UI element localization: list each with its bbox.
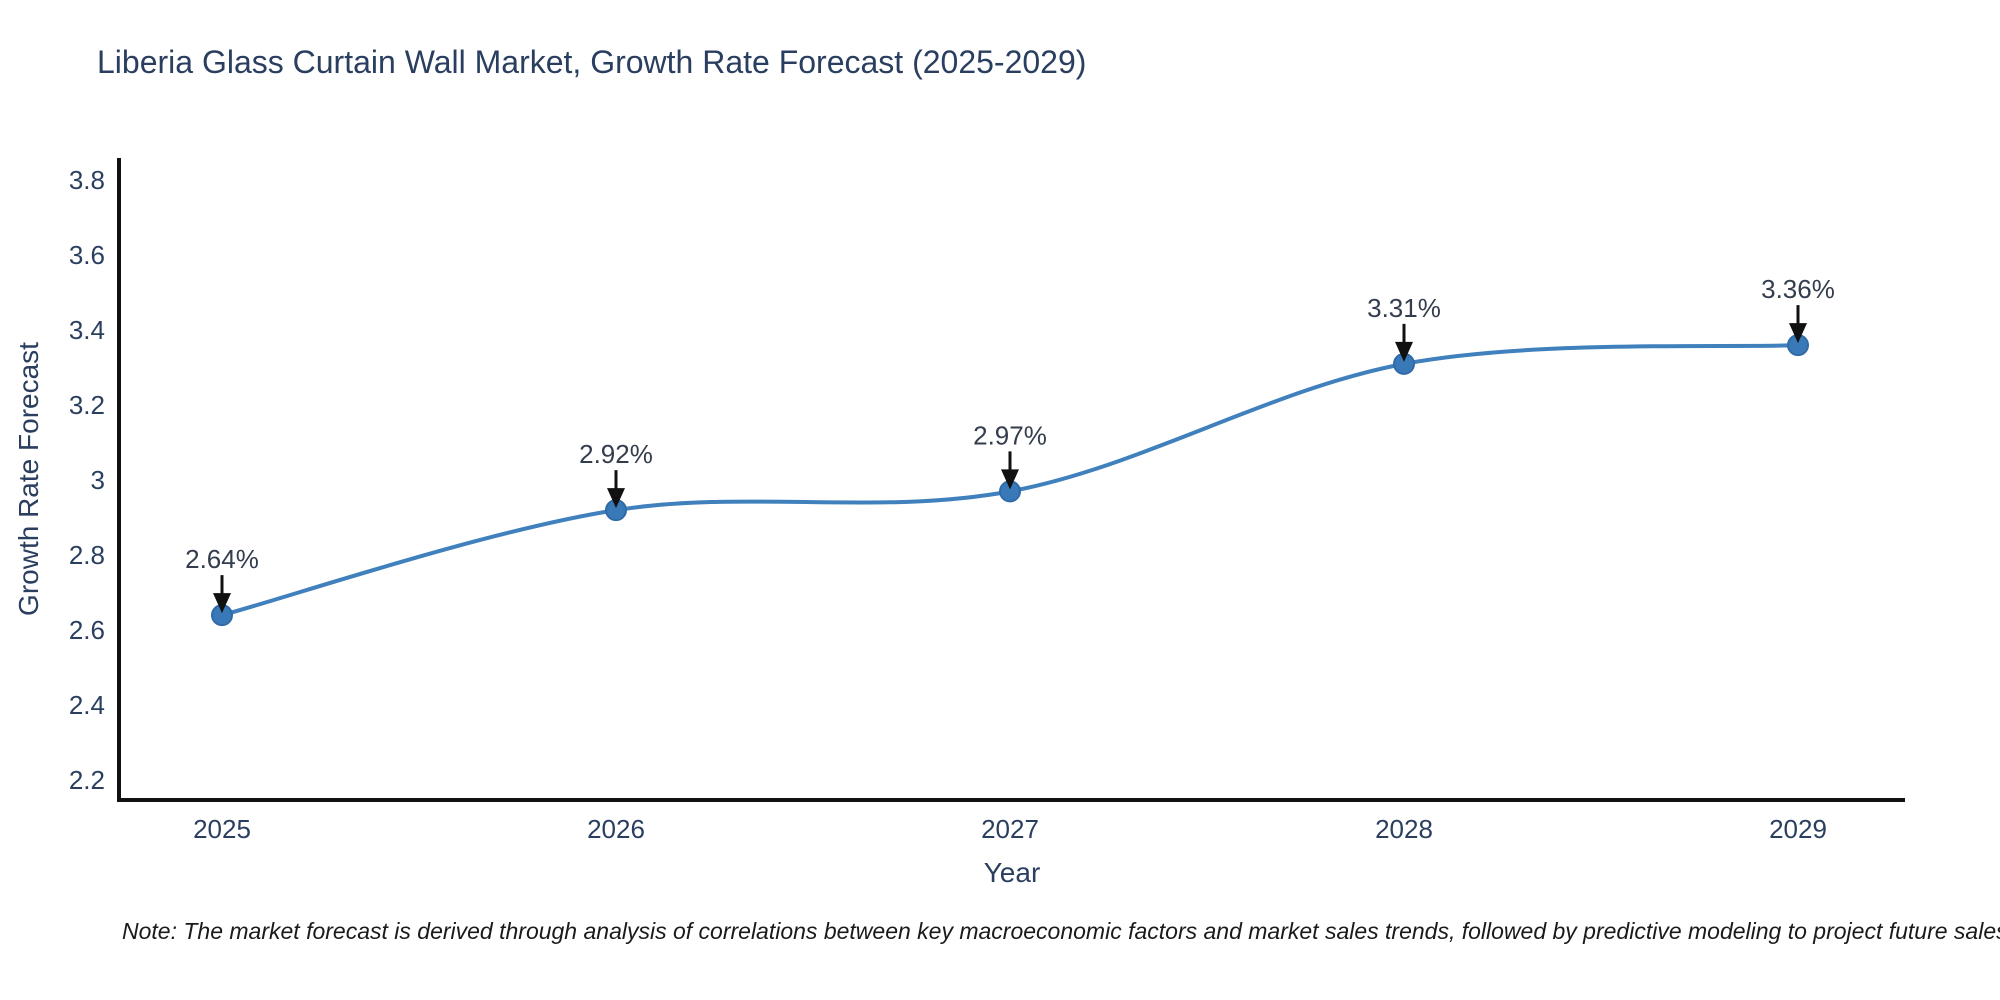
y-tick-label: 3 — [91, 465, 105, 495]
point-label: 2.64% — [185, 544, 259, 574]
x-tick-label: 2027 — [981, 814, 1039, 844]
y-tick-label: 2.8 — [69, 540, 105, 570]
point-label: 2.97% — [973, 420, 1047, 450]
y-tick-label: 2.6 — [69, 615, 105, 645]
x-tick-label: 2028 — [1375, 814, 1433, 844]
x-tick-label: 2025 — [193, 814, 251, 844]
y-tick-label: 3.2 — [69, 390, 105, 420]
x-tick-label: 2026 — [587, 814, 645, 844]
y-tick-label: 3.6 — [69, 240, 105, 270]
annotation-arrowhead-icon — [607, 488, 625, 509]
y-tick-label: 2.4 — [69, 690, 105, 720]
footnote: Note: The market forecast is derived thr… — [122, 918, 2000, 944]
annotation-arrowhead-icon — [213, 593, 231, 614]
y-tick-label: 3.4 — [69, 315, 105, 345]
annotation-arrowhead-icon — [1789, 323, 1807, 344]
annotation-arrowhead-icon — [1395, 341, 1413, 362]
point-label: 3.31% — [1367, 293, 1441, 323]
y-tick-label: 2.2 — [69, 765, 105, 795]
y-axis-title: Growth Rate Forecast — [13, 342, 44, 616]
x-axis-title: Year — [984, 857, 1041, 888]
y-tick-label: 3.8 — [69, 165, 105, 195]
chart-title: Liberia Glass Curtain Wall Market, Growt… — [97, 44, 1087, 80]
x-tick-label: 2029 — [1769, 814, 1827, 844]
point-label: 2.92% — [579, 439, 653, 469]
annotation-arrowhead-icon — [1001, 469, 1019, 490]
point-label: 3.36% — [1761, 274, 1835, 304]
